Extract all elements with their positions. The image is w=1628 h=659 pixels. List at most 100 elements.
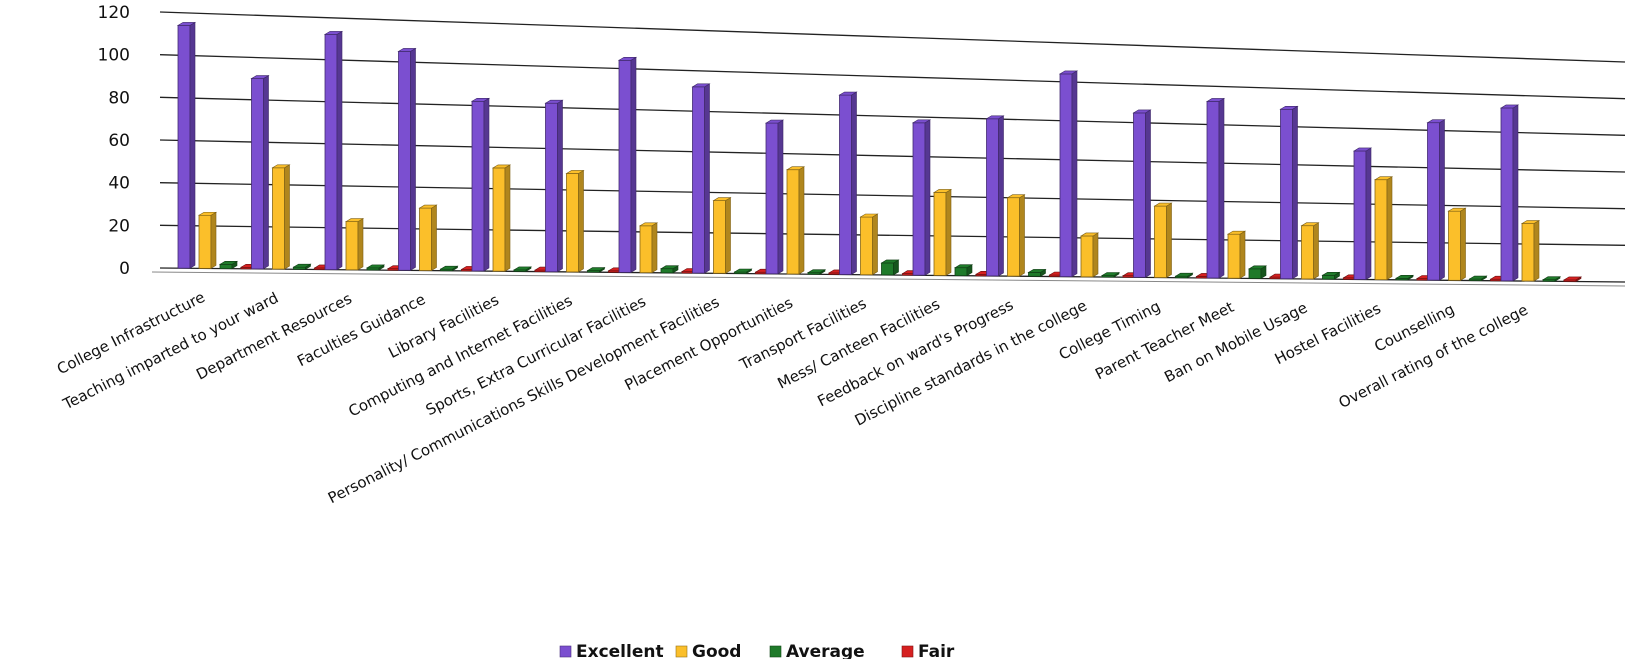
bar bbox=[512, 266, 533, 272]
y-tick-label: 20 bbox=[108, 216, 130, 236]
y-axis-ticks: 0 20 40 60 80 100 120 bbox=[98, 3, 130, 279]
bar bbox=[1394, 274, 1415, 281]
bar-side bbox=[483, 97, 490, 272]
bar-side bbox=[1439, 119, 1445, 281]
bar-front bbox=[419, 207, 432, 271]
bar-front bbox=[1448, 210, 1461, 281]
bar-top bbox=[344, 218, 365, 222]
bar-front bbox=[566, 173, 579, 273]
bar-side bbox=[704, 83, 710, 274]
bar-side bbox=[1512, 104, 1519, 282]
bar bbox=[418, 204, 438, 272]
legend: Excellent Good Average Fair bbox=[559, 642, 955, 659]
bar bbox=[1447, 207, 1467, 281]
bar-front bbox=[839, 94, 852, 275]
bar-top bbox=[512, 266, 533, 271]
bar-front bbox=[1500, 107, 1514, 282]
bar-front bbox=[1374, 179, 1388, 281]
bar-top bbox=[838, 91, 858, 96]
bar-top bbox=[1279, 105, 1299, 110]
bar bbox=[691, 83, 711, 274]
bar-top bbox=[470, 97, 491, 102]
bar-top bbox=[544, 99, 564, 104]
bar bbox=[470, 97, 491, 272]
bar-top bbox=[932, 189, 953, 193]
bar-front bbox=[1427, 122, 1440, 281]
bar-top bbox=[292, 263, 312, 268]
bar-front bbox=[1227, 233, 1241, 279]
bar-front bbox=[324, 34, 338, 270]
bar-side bbox=[557, 99, 563, 273]
gridline bbox=[159, 182, 1626, 210]
bar bbox=[491, 164, 512, 272]
bar-front bbox=[1353, 150, 1367, 280]
bar-front bbox=[713, 200, 726, 274]
bar-side bbox=[1019, 194, 1025, 277]
bar-top bbox=[691, 83, 711, 88]
bar-top bbox=[1541, 276, 1562, 281]
y-tick-label: 100 bbox=[98, 46, 130, 66]
bar-top bbox=[176, 22, 197, 26]
bar-top bbox=[397, 48, 417, 52]
bar-front bbox=[471, 100, 485, 272]
bar-front bbox=[1280, 108, 1293, 280]
bar-top bbox=[985, 115, 1005, 120]
bar-top bbox=[491, 164, 512, 169]
bar bbox=[1520, 219, 1541, 282]
bar-top bbox=[365, 264, 386, 269]
bar-front bbox=[881, 262, 894, 276]
legend-swatch bbox=[559, 645, 572, 658]
bar-front bbox=[1028, 271, 1041, 277]
bar-top bbox=[1132, 109, 1152, 114]
bar-top bbox=[953, 264, 974, 269]
bar-top bbox=[806, 269, 827, 273]
bar-top bbox=[1300, 222, 1320, 227]
bar bbox=[1562, 276, 1583, 282]
bar bbox=[544, 99, 564, 273]
legend-label: Excellent bbox=[576, 642, 664, 659]
bar-side bbox=[284, 164, 290, 270]
bar bbox=[1352, 147, 1373, 280]
bar-front bbox=[345, 221, 359, 271]
bar-top bbox=[1426, 119, 1446, 124]
bar-side bbox=[1092, 232, 1099, 278]
bar-side bbox=[630, 56, 637, 273]
bar-front bbox=[618, 59, 632, 273]
bar-front bbox=[1322, 274, 1335, 280]
bar-top bbox=[1321, 272, 1341, 276]
bar bbox=[911, 119, 932, 276]
bar-top bbox=[1006, 194, 1026, 199]
bar bbox=[365, 264, 386, 271]
bar bbox=[250, 75, 270, 270]
bar-top bbox=[1027, 269, 1047, 273]
bar-front bbox=[398, 51, 411, 271]
bar-side bbox=[1460, 207, 1466, 281]
bar-side bbox=[725, 197, 731, 274]
bar bbox=[1426, 119, 1446, 281]
bar-top bbox=[1447, 207, 1467, 212]
bar bbox=[1541, 276, 1562, 282]
bar-front bbox=[912, 122, 926, 276]
bar-front bbox=[1301, 225, 1314, 280]
gridline bbox=[159, 224, 1626, 246]
bar-top bbox=[439, 265, 459, 270]
bar-side bbox=[1313, 222, 1319, 280]
bar-top bbox=[1153, 202, 1173, 207]
bar bbox=[1058, 70, 1079, 278]
bar bbox=[1079, 232, 1100, 278]
bar bbox=[932, 188, 953, 276]
bar bbox=[1321, 271, 1341, 280]
legend-label: Fair bbox=[918, 642, 955, 659]
bar bbox=[323, 30, 344, 271]
y-tick-label: 120 bbox=[98, 3, 130, 23]
bar-front bbox=[692, 86, 705, 274]
bar-side bbox=[998, 115, 1004, 277]
bar-front bbox=[1206, 101, 1220, 279]
bar-front bbox=[1007, 197, 1020, 277]
bar bbox=[1279, 105, 1299, 280]
gridlines bbox=[151, 11, 1626, 287]
gridline bbox=[159, 96, 1626, 136]
bar-side bbox=[924, 119, 931, 276]
bar-side bbox=[504, 164, 511, 272]
bar-front bbox=[272, 167, 285, 270]
